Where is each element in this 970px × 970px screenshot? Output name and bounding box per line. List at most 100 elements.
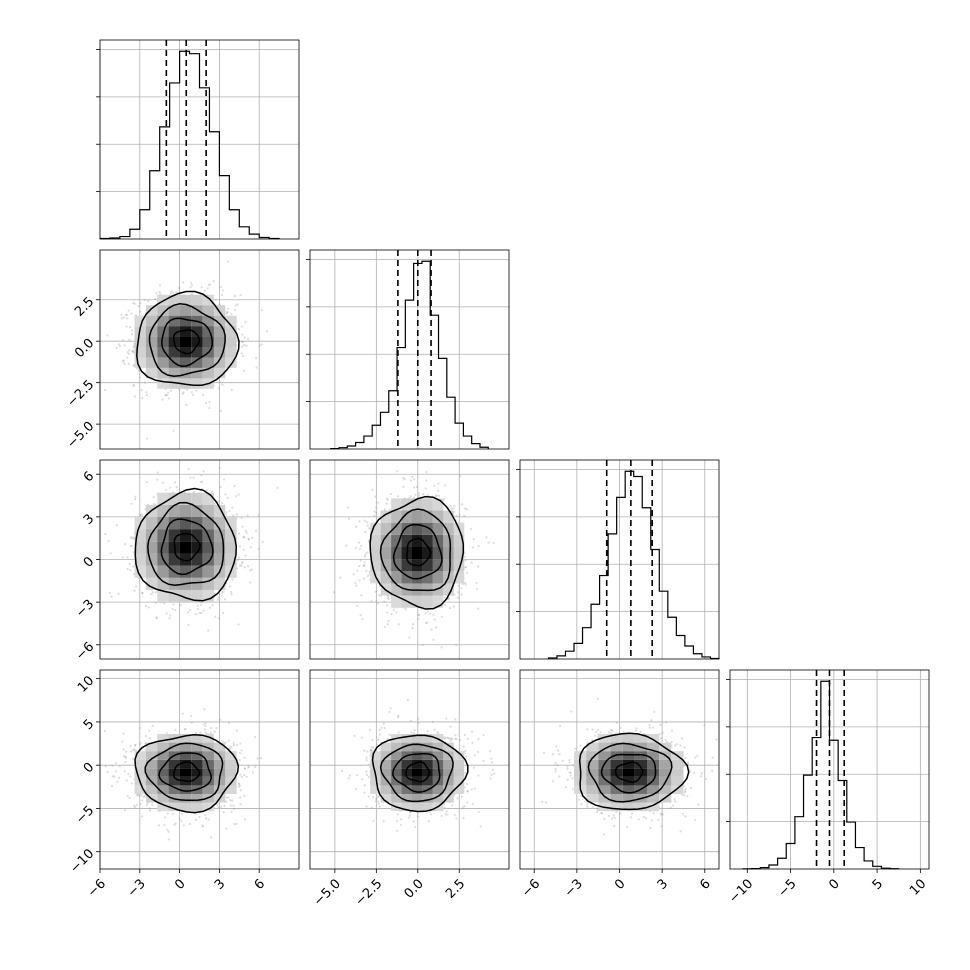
- panel-content: [341, 699, 496, 832]
- sample-point: [225, 827, 228, 830]
- sample-point: [190, 721, 193, 724]
- sample-point: [591, 728, 594, 731]
- sample-point: [126, 356, 129, 359]
- histogram-panel-4: −10 −5 0 5 10: [726, 669, 930, 906]
- density-cell: [179, 357, 192, 368]
- sample-point: [217, 596, 220, 600]
- density-cell: [422, 583, 433, 596]
- sample-point: [454, 718, 457, 721]
- sample-point: [650, 819, 653, 822]
- density-cell: [179, 768, 192, 777]
- density-cell: [380, 522, 392, 535]
- sample-point: [382, 820, 385, 823]
- sample-point: [400, 818, 403, 821]
- sample-point: [237, 623, 240, 626]
- sample-point: [235, 743, 238, 746]
- y-tick-label: −2.5: [64, 377, 97, 410]
- sample-point: [144, 381, 147, 384]
- sample-point: [359, 559, 362, 562]
- density-cell: [157, 336, 169, 348]
- sample-point: [265, 330, 269, 333]
- sample-point: [249, 546, 252, 549]
- sample-point: [383, 625, 387, 629]
- sample-point: [246, 565, 250, 568]
- density-cell: [380, 571, 392, 584]
- sample-point: [249, 581, 252, 584]
- density-cell: [168, 553, 180, 566]
- sample-point: [129, 775, 132, 778]
- sample-point: [187, 623, 190, 627]
- sample-point: [146, 802, 149, 805]
- density-cell: [391, 510, 402, 523]
- x-tick-label: 2.5: [443, 876, 468, 901]
- panel-frame: [309, 249, 510, 450]
- sample-point: [425, 621, 429, 624]
- density-cell: [671, 776, 684, 786]
- sample-point: [339, 576, 342, 579]
- sample-point: [671, 804, 675, 807]
- sample-point: [132, 349, 135, 352]
- sample-point: [233, 822, 236, 826]
- density-cell: [647, 802, 660, 812]
- sample-point: [140, 794, 143, 797]
- sample-point: [415, 485, 418, 488]
- sample-point: [599, 731, 602, 734]
- sample-point: [660, 737, 663, 740]
- density-cell: [191, 553, 203, 566]
- density-cell: [586, 759, 599, 769]
- sample-point: [230, 746, 233, 749]
- sample-point: [181, 392, 184, 395]
- sample-point: [607, 814, 610, 818]
- sample-point: [115, 524, 118, 527]
- sample-point: [603, 817, 606, 821]
- histogram-step: [99, 50, 280, 240]
- sample-point: [233, 484, 236, 488]
- density-cell: [634, 759, 648, 769]
- density-cell: [179, 785, 192, 794]
- y-tick-label: 5: [81, 717, 97, 733]
- sample-point: [190, 391, 193, 394]
- x-tick-label: 5: [870, 876, 886, 892]
- sample-point: [243, 566, 246, 569]
- sample-point: [437, 489, 440, 492]
- sample-point: [670, 729, 674, 732]
- sample-point: [629, 816, 633, 819]
- sample-point: [151, 724, 154, 728]
- density-cell: [443, 776, 454, 786]
- y-tick-label: 10: [75, 673, 97, 695]
- sample-point: [169, 614, 172, 617]
- panel-content: [104, 466, 279, 632]
- sample-point: [133, 395, 136, 398]
- sample-point: [570, 710, 573, 713]
- sample-point: [416, 815, 420, 818]
- sample-point: [164, 816, 167, 819]
- sample-point: [208, 283, 211, 286]
- sample-point: [456, 596, 459, 599]
- sample-point: [247, 766, 250, 769]
- sample-point: [154, 591, 157, 594]
- panel-content: [332, 470, 495, 649]
- sample-point: [243, 794, 246, 797]
- sample-point: [150, 592, 153, 596]
- sample-point: [365, 805, 368, 808]
- density-cell: [647, 734, 660, 743]
- density-cell: [422, 510, 433, 523]
- sample-point: [659, 812, 663, 815]
- sample-point: [117, 343, 121, 346]
- sample-point: [185, 388, 189, 391]
- sample-point: [234, 308, 237, 311]
- density-cell: [157, 305, 169, 316]
- density-cell: [432, 534, 444, 547]
- density-cell: [213, 347, 226, 358]
- sample-point: [385, 497, 388, 500]
- sample-point: [243, 767, 246, 770]
- sample-point: [204, 817, 208, 820]
- density-cell: [157, 759, 169, 769]
- sample-point: [185, 403, 188, 407]
- sample-point: [133, 744, 137, 747]
- sample-point: [661, 731, 664, 734]
- density-cell: [145, 553, 158, 566]
- sample-point: [154, 297, 157, 300]
- sample-point: [131, 757, 134, 760]
- sample-point: [130, 544, 133, 548]
